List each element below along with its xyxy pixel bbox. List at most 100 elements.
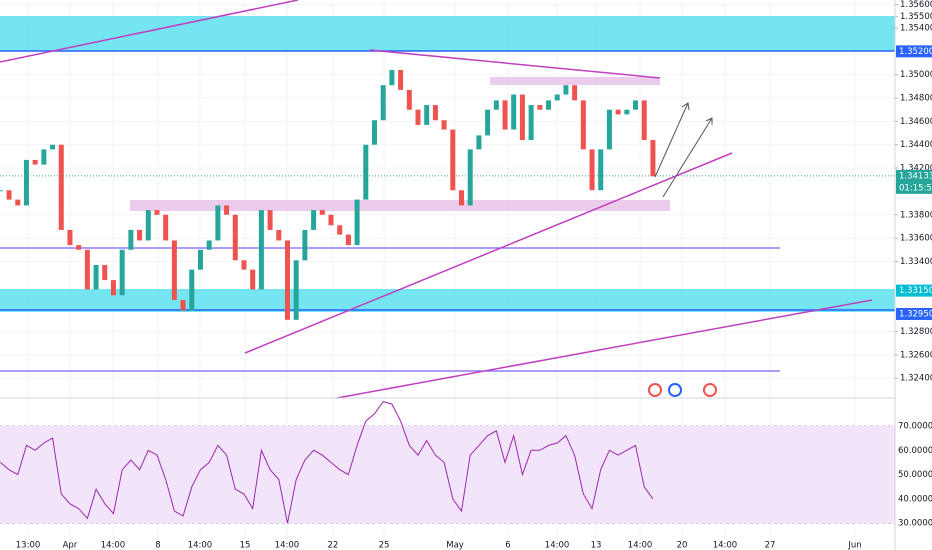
x-tick-label: Jun <box>847 541 861 550</box>
y-tick-label: 1.34400 <box>900 140 932 150</box>
candle <box>319 210 325 215</box>
zone <box>0 289 895 312</box>
candle <box>459 190 465 206</box>
y-tick-label: 1.35000 <box>900 70 932 80</box>
candle <box>232 214 238 261</box>
x-tick-label: 14:00 <box>188 541 213 550</box>
x-tick-label: 8 <box>155 541 160 550</box>
y-tick-label: 1.33600 <box>900 234 932 244</box>
y-tick-label: 1.32400 <box>900 374 932 384</box>
x-tick-label: 6 <box>505 541 510 550</box>
candle <box>406 89 412 110</box>
candle <box>467 149 473 206</box>
candle <box>441 120 447 130</box>
zone <box>130 200 670 211</box>
x-tick-label: May <box>446 541 464 550</box>
y-tick-label: 1.33800 <box>900 210 932 220</box>
rsi-tick-label: 60.0000 <box>898 446 932 456</box>
last-price-label: 1.34133 <box>899 171 932 181</box>
zone <box>0 16 895 51</box>
level-marker <box>896 284 932 297</box>
x-tick-label: Apr <box>63 541 78 550</box>
candle <box>145 210 151 241</box>
level-marker <box>896 45 932 58</box>
candle <box>163 214 169 241</box>
candle <box>67 229 73 246</box>
x-tick-label: 15 <box>240 541 251 550</box>
x-tick-label: 14:00 <box>101 541 126 550</box>
y-tick-label: 1.34600 <box>900 117 932 127</box>
candle <box>363 144 369 200</box>
rsi-tick-label: 40.0000 <box>898 494 932 504</box>
candle <box>511 94 517 130</box>
candle <box>641 100 647 141</box>
y-tick-label: 1.32800 <box>900 327 932 337</box>
candle <box>241 260 247 270</box>
level-label: 1.33150 <box>899 286 932 296</box>
candle <box>58 144 64 230</box>
countdown: 01:15:59 <box>899 183 932 193</box>
candle <box>371 120 377 145</box>
candle <box>250 269 256 290</box>
candle <box>476 135 482 150</box>
candle <box>171 240 177 300</box>
y-tick-label: 1.34800 <box>900 94 932 104</box>
candle <box>267 210 273 230</box>
candle <box>415 109 421 125</box>
candle <box>110 280 116 296</box>
x-tick-label: 13 <box>591 541 602 550</box>
candles <box>0 70 656 524</box>
candle <box>0 190 3 192</box>
candle <box>380 85 386 121</box>
trendline <box>0 0 299 63</box>
x-tick-label: 22 <box>327 541 338 550</box>
x-tick-label: 14:00 <box>545 541 570 550</box>
candle <box>50 144 56 150</box>
candle <box>302 229 308 261</box>
candle <box>215 205 221 241</box>
candle <box>485 109 491 136</box>
candle <box>15 199 21 206</box>
candle <box>624 109 630 115</box>
candle <box>432 105 438 121</box>
x-tick-label: 27 <box>765 541 776 550</box>
candle <box>354 199 360 246</box>
candle <box>528 105 534 141</box>
trendline <box>244 152 733 354</box>
x-tick-label: 14:00 <box>713 541 738 550</box>
level-marker <box>896 307 932 320</box>
zone <box>490 77 660 85</box>
rsi-tick-label: 70.0000 <box>898 421 932 431</box>
candle <box>276 229 282 241</box>
candle <box>84 249 90 290</box>
candle <box>137 229 143 241</box>
candle <box>119 249 125 296</box>
axes: 13:00 Apr 14:00 8 14:00 15 14:00 22 25 May 6 14:00 1… <box>16 0 932 550</box>
candle <box>589 149 595 191</box>
candle <box>345 234 351 246</box>
y-tick-label: 1.35400 <box>900 24 932 34</box>
candle <box>293 260 299 320</box>
candle <box>206 240 212 250</box>
y-tick-label: 1.35600 <box>900 0 932 10</box>
candle <box>389 70 395 86</box>
candle <box>424 105 430 125</box>
rsi-tick-label: 50.0000 <box>898 470 932 480</box>
y-tick-label: 1.32600 <box>900 350 932 360</box>
candle <box>41 149 47 165</box>
candle <box>128 229 134 250</box>
candle <box>554 94 560 101</box>
candle <box>224 205 230 215</box>
rsi-line <box>0 401 654 524</box>
candle <box>337 225 343 235</box>
y-tick-label: 1.33400 <box>900 257 932 267</box>
level-label: 1.32950 <box>899 309 932 319</box>
candle <box>23 159 29 206</box>
rsi-tick-label: 30.0000 <box>898 519 932 529</box>
candle <box>598 149 604 191</box>
candle <box>154 210 160 215</box>
candle <box>284 240 290 320</box>
candle <box>6 190 12 200</box>
candle <box>398 70 404 90</box>
candle <box>328 214 334 226</box>
